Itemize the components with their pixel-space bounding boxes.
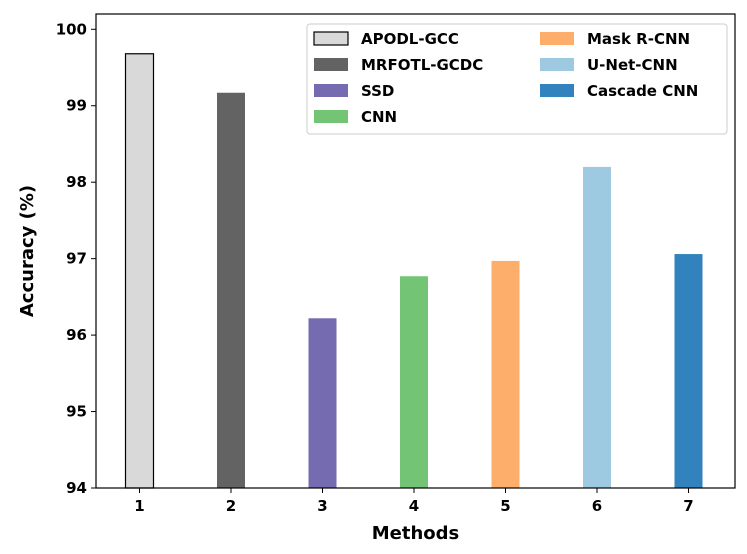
legend: APODL-GCC MRFOTL-GCDC SSD CNN Mask R-CNN U-Ne… — [306, 23, 728, 135]
x-tick-label: 1 — [134, 497, 144, 515]
legend-label-cnn: CNN — [361, 108, 397, 126]
legend-swatch-mask-r-cnn — [540, 32, 574, 45]
legend-swatch-apodl-gcc — [313, 31, 349, 46]
legend-swatch-mrfotl-gcdc — [314, 58, 348, 71]
legend-label-apodl-gcc: APODL-GCC — [361, 30, 459, 48]
x-tick-label: 2 — [226, 497, 236, 515]
bar-cnn — [400, 276, 428, 488]
bars — [124, 53, 703, 489]
legend-swatch-ssd — [314, 84, 348, 97]
y-tick-label: 99 — [66, 97, 87, 115]
y-tick-label: 95 — [66, 403, 87, 421]
bar-mask-r-cnn — [491, 260, 520, 488]
bar-cascade-cnn — [674, 254, 703, 488]
y-tick-label: 96 — [66, 326, 87, 344]
plot-frame — [95, 13, 736, 489]
legend-swatch-cnn — [314, 110, 348, 123]
legend-label-mrfotl-gcdc: MRFOTL-GCDC — [361, 56, 483, 74]
legend-swatch-u-net-cnn — [540, 58, 574, 71]
y-tick-label: 94 — [66, 479, 87, 497]
legend-box — [306, 23, 728, 135]
bar-ssd — [308, 318, 337, 488]
x-tick-label: 7 — [683, 497, 693, 515]
bar-u-net-cnn — [583, 166, 611, 488]
x-tick-label: 4 — [409, 497, 419, 515]
y-tick-label: 97 — [66, 250, 87, 268]
bar-apodl-gcc — [124, 53, 155, 489]
x-tick-label: 6 — [592, 497, 602, 515]
legend-label-u-net-cnn: U-Net-CNN — [587, 56, 678, 74]
legend-label-cascade-cnn: Cascade CNN — [587, 82, 698, 100]
x-tick-label: 5 — [500, 497, 510, 515]
y-axis-title: Accuracy (%) — [17, 185, 38, 317]
legend-label-ssd: SSD — [361, 82, 394, 100]
y-tick-label: 98 — [66, 173, 87, 191]
x-tick-label: 3 — [317, 497, 327, 515]
y-tick-label: 100 — [56, 20, 87, 38]
y-axis-ticks: 94 95 96 97 98 99 100 — [56, 20, 96, 497]
legend-swatch-cascade-cnn — [540, 84, 574, 97]
legend-label-mask-r-cnn: Mask R-CNN — [587, 30, 690, 48]
bar-mrfotl-gcdc — [217, 92, 245, 488]
x-axis-title: Methods — [372, 523, 460, 544]
x-axis-ticks: 1 2 3 4 5 6 7 — [134, 488, 694, 515]
